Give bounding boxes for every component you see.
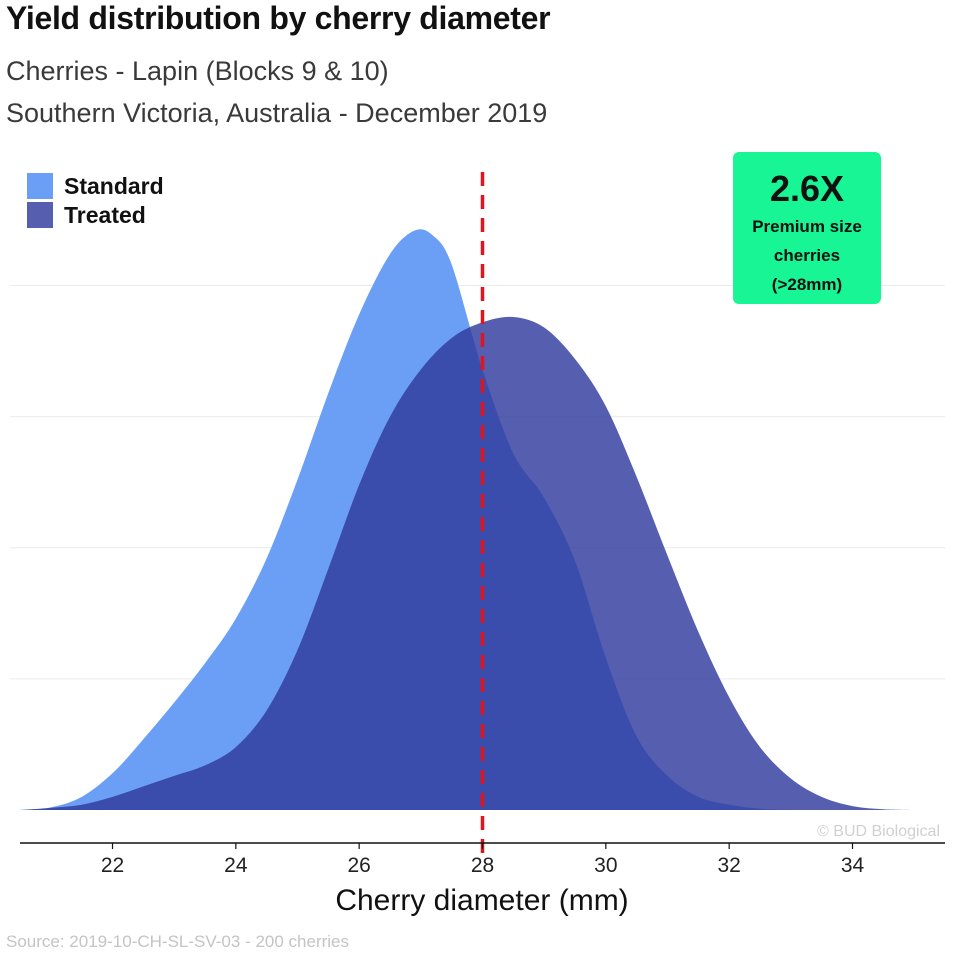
density-areas [20, 229, 915, 810]
subtitle-location: Southern Victoria, Australia - December … [6, 98, 548, 128]
legend-swatch-standard [27, 173, 53, 199]
premium-callout: 2.6X Premium size cherries (>28mm) [733, 152, 881, 304]
x-tick-label: 30 [594, 854, 617, 877]
callout-value: 2.6X [769, 168, 845, 209]
x-tick-label: 34 [841, 854, 865, 877]
x-axis-label: Cherry diameter (mm) [335, 884, 628, 917]
callout-line-1: Premium size [752, 217, 862, 236]
x-tick-label: 26 [347, 854, 370, 877]
watermark: © BUD Biological [817, 823, 940, 840]
callout-line-3: (>28mm) [771, 275, 843, 294]
legend-label-treated: Treated [64, 202, 146, 228]
x-tick-label: 28 [471, 854, 494, 877]
legend: Standard Treated [27, 173, 164, 228]
x-tick-label: 22 [101, 854, 124, 877]
callout-line-2: cherries [773, 246, 841, 265]
legend-label-standard: Standard [64, 173, 164, 199]
x-tick-label: 24 [224, 854, 248, 877]
legend-swatch-treated [27, 202, 53, 228]
density-area-treated [20, 316, 915, 810]
chart-title: Yield distribution by cherry diameter [6, 0, 551, 36]
source-note: Source: 2019-10-CH-SL-SV-03 - 200 cherri… [6, 932, 349, 951]
x-tick-label: 32 [717, 854, 740, 877]
x-axis: 22 24 26 28 30 32 34 [20, 842, 945, 877]
subtitle-variety: Cherries - Lapin (Blocks 9 & 10) [6, 56, 389, 86]
